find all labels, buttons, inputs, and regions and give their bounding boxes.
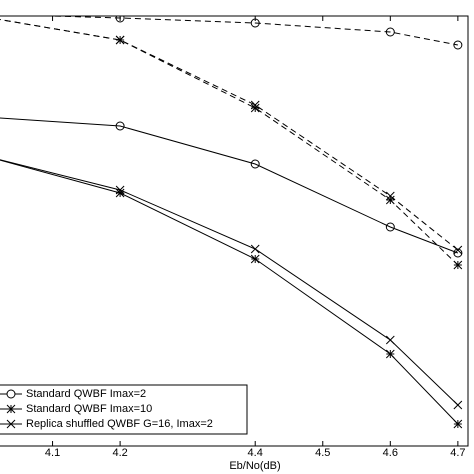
marker-circle — [453, 248, 463, 258]
marker — [453, 248, 463, 258]
x-tick-label: 4.5 — [315, 447, 330, 459]
marker — [115, 185, 125, 195]
series-line — [0, 117, 459, 254]
marker — [453, 400, 463, 410]
marker — [250, 254, 260, 264]
marker — [453, 419, 463, 429]
series-line — [0, 19, 459, 251]
marker-stroke — [385, 335, 395, 345]
plot-area — [0, 16, 463, 429]
marker-circle — [250, 159, 260, 169]
marker-circle — [453, 40, 463, 50]
marker — [385, 335, 395, 345]
marker — [385, 191, 395, 201]
marker-circle — [115, 121, 125, 131]
x-axis-label: Eb/No(dB) — [229, 460, 280, 472]
marker-circle — [385, 222, 395, 232]
marker — [385, 349, 395, 359]
legend-marker — [6, 389, 16, 399]
legend-box — [0, 384, 248, 435]
marker-stroke — [250, 244, 260, 254]
legend-marker — [6, 404, 16, 414]
x-tick-label: 4.6 — [383, 447, 398, 459]
marker — [250, 244, 260, 254]
marker — [385, 222, 395, 232]
marker-stroke — [385, 191, 395, 201]
marker — [453, 40, 463, 50]
marker-stroke — [115, 35, 125, 45]
marker — [453, 245, 463, 255]
series-line — [0, 159, 459, 406]
x-tick-label: 4.4 — [248, 447, 263, 459]
marker-circle — [115, 16, 125, 23]
series-line — [0, 19, 459, 266]
x-tick-label: 4.1 — [45, 447, 60, 459]
legend-marker — [6, 419, 16, 429]
series-line — [35, 16, 458, 46]
marker — [453, 260, 463, 270]
marker-circle — [6, 389, 16, 399]
marker-stroke — [453, 400, 463, 410]
marker-stroke — [6, 419, 16, 429]
marker — [115, 16, 125, 23]
marker — [115, 121, 125, 131]
marker — [250, 159, 260, 169]
marker-circle — [385, 27, 395, 37]
marker — [250, 100, 260, 110]
plot-frame — [0, 15, 469, 447]
marker-stroke — [453, 245, 463, 255]
legend-label: Standard QWBF Imax=2 — [26, 388, 146, 400]
marker — [115, 35, 125, 45]
marker — [385, 27, 395, 37]
series-line — [0, 159, 459, 425]
marker-stroke — [115, 185, 125, 195]
legend-label: Replica shuffled QWBF G=16, Imax=2 — [26, 418, 213, 430]
legend-label: Standard QWBF Imax=10 — [26, 403, 152, 415]
x-tick-label: 4.7 — [450, 447, 465, 459]
x-tick-label: 4.2 — [112, 447, 127, 459]
marker — [385, 195, 395, 205]
marker-stroke — [250, 100, 260, 110]
